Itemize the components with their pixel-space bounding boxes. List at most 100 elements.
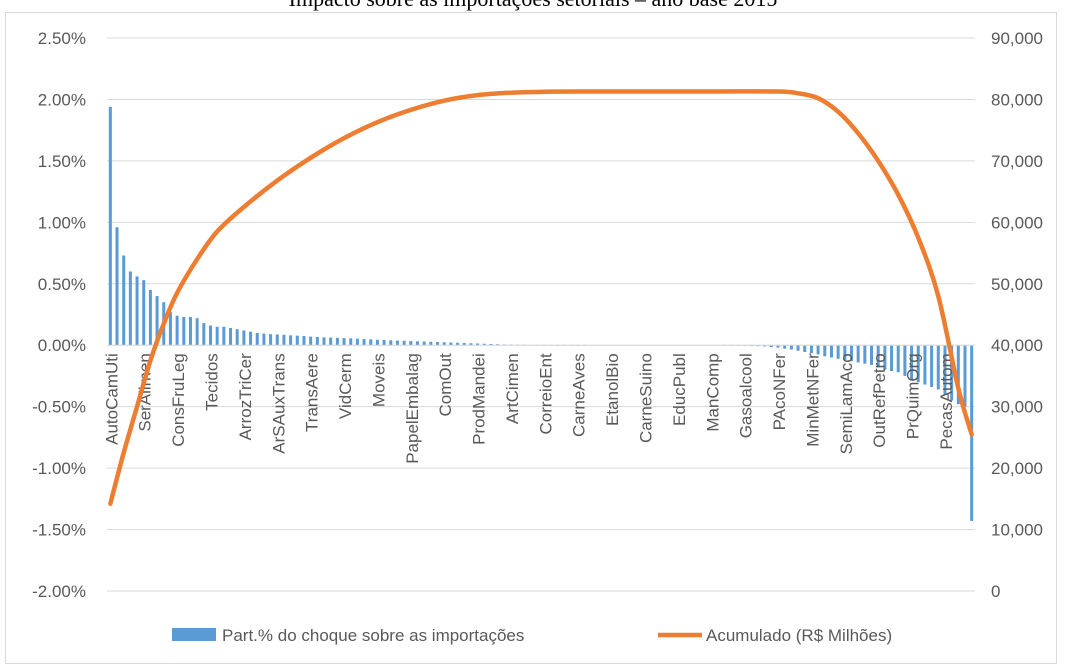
bar (843, 345, 847, 360)
bar (916, 345, 920, 383)
category-label: Moveis (369, 353, 388, 407)
legend: Part.% do choque sobre as importações Acu… (172, 626, 892, 645)
bar (943, 345, 947, 395)
bar (849, 345, 853, 362)
right-tick-label: 10,000 (991, 521, 1043, 540)
bar (415, 341, 419, 346)
category-label: AutoCamUti (102, 353, 121, 445)
left-tick-label: 1.00% (38, 213, 86, 232)
bar (436, 342, 440, 346)
bar (763, 345, 767, 347)
bar (255, 332, 259, 346)
bar (322, 337, 326, 346)
left-tick-label: 0.50% (38, 275, 86, 294)
category-label: ProdMandei (470, 353, 489, 445)
left-tick-label: 1.50% (38, 152, 86, 171)
bar (369, 339, 373, 346)
bar (829, 345, 833, 358)
category-label: ManComp (703, 353, 722, 431)
category-label: PapelEmbalag (403, 353, 422, 464)
left-tick-label: -1.50% (32, 521, 86, 540)
category-label: Tecidos (202, 353, 221, 411)
right-tick-label: 20,000 (991, 459, 1043, 478)
bar (489, 343, 493, 346)
legend-bar-label: Part.% do choque sobre as importações (222, 626, 524, 645)
bar (229, 328, 233, 346)
category-label: ConsFruLeg (169, 353, 188, 447)
right-tick-label: 60,000 (991, 213, 1043, 232)
category-label: CorreioEnt (536, 353, 555, 435)
category-label: ArrozTriCer (236, 353, 255, 441)
left-tick-label: 2.50% (38, 29, 86, 48)
bar (896, 345, 900, 373)
category-label: ArtCimen (503, 353, 522, 424)
bar (429, 341, 433, 346)
bar (155, 296, 159, 346)
bar (342, 338, 346, 346)
bar (222, 326, 226, 346)
category-label: ArSAuxTrans (269, 353, 288, 453)
bar (262, 333, 266, 346)
bar-series (108, 106, 974, 521)
bar (382, 339, 386, 346)
bar (289, 335, 293, 346)
bar (923, 345, 927, 385)
accumulated-line (108, 89, 974, 506)
bar (803, 345, 807, 352)
bar (249, 331, 253, 346)
left-tick-label: -2.00% (32, 582, 86, 601)
bar (816, 345, 820, 355)
right-tick-label: 90,000 (991, 29, 1043, 48)
bar (422, 341, 426, 346)
bar (182, 316, 186, 346)
bar (275, 334, 279, 346)
bar (128, 271, 132, 346)
category-label: CarneSuino (636, 353, 655, 443)
bar (355, 338, 359, 346)
bar (950, 345, 954, 401)
bar (309, 336, 313, 346)
bar (375, 339, 379, 346)
bar (776, 345, 780, 348)
category-label: PecasAutom (937, 353, 956, 449)
bar (188, 316, 192, 346)
bar (930, 345, 934, 388)
category-label: EtanolBio (603, 353, 622, 426)
bar (903, 345, 907, 376)
bar (135, 276, 139, 346)
bar (809, 345, 813, 354)
right-tick-label: 50,000 (991, 275, 1043, 294)
bar (462, 343, 466, 346)
legend-bar-swatch (172, 628, 216, 641)
chart-area-border (5, 12, 1057, 664)
bar (395, 340, 399, 346)
right-tick-label: 80,000 (991, 90, 1043, 109)
bar (315, 336, 319, 346)
bar (796, 345, 800, 351)
bar (242, 330, 246, 346)
bar (115, 227, 119, 346)
category-label: ComOut (436, 353, 455, 417)
bar (409, 341, 413, 346)
bar (335, 337, 339, 346)
bar (456, 342, 460, 346)
right-tick-label: 30,000 (991, 398, 1043, 417)
bar (175, 315, 179, 346)
category-label: EducPubl (670, 353, 689, 426)
category-label: TransAere (303, 353, 322, 432)
bar (956, 345, 960, 405)
bar (936, 345, 940, 390)
category-label: SerAlimen (136, 353, 155, 431)
right-tick-label: 0 (991, 582, 1000, 601)
left-tick-label: -0.50% (32, 398, 86, 417)
line-series (108, 89, 974, 506)
bar (215, 326, 219, 346)
category-label: PrQuimOrg (904, 353, 923, 439)
bar (856, 345, 860, 363)
category-labels: AutoCamUti SerAlimen ConsFruLeg Tecidos Arro… (102, 353, 956, 464)
bar (122, 255, 126, 346)
category-label: Gasoalcool (737, 353, 756, 438)
bar (769, 345, 773, 348)
bar (836, 345, 840, 359)
bar (482, 343, 486, 346)
